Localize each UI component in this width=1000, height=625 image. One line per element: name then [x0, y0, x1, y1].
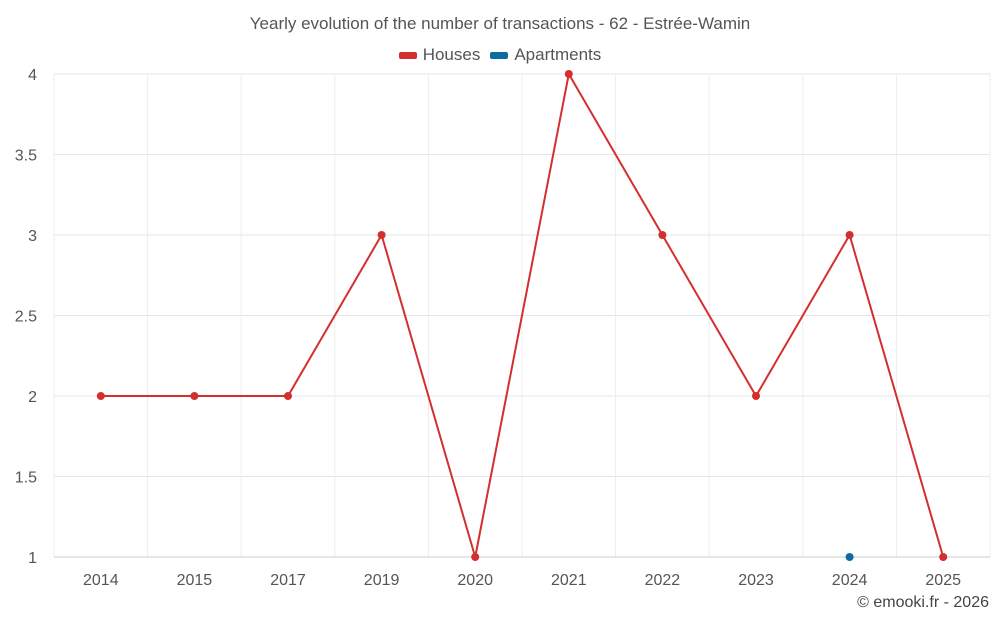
- data-point-apartments: [845, 553, 854, 561]
- y-tick-label: 2.5: [15, 309, 37, 326]
- y-tick-label: 2: [28, 389, 37, 406]
- x-tick-label: 2020: [457, 572, 493, 589]
- legend-item-apartments[interactable]: Apartments: [490, 45, 601, 65]
- legend: Houses Apartments: [0, 45, 1000, 65]
- data-point-houses: [284, 392, 292, 400]
- legend-label-apartments: Apartments: [514, 45, 602, 64]
- x-tick-label: 2024: [832, 572, 868, 589]
- data-point-houses: [658, 231, 667, 239]
- legend-label-houses: Houses: [422, 45, 481, 64]
- x-tick-label: 2014: [83, 572, 119, 589]
- x-tick-label: 2025: [925, 572, 961, 589]
- data-point-houses: [939, 553, 948, 561]
- data-point-houses: [96, 392, 105, 400]
- chart-title: Yearly evolution of the number of transa…: [249, 14, 751, 33]
- legend-swatch-apartments: [490, 51, 509, 59]
- y-tick-label: 3: [28, 228, 37, 245]
- x-tick-label: 2017: [270, 572, 306, 589]
- x-tick-label: 2015: [177, 572, 213, 589]
- y-tick-label: 1: [28, 550, 37, 567]
- credit-text: © emooki.fr - 2026: [857, 594, 989, 611]
- y-tick-label: 3.5: [15, 148, 37, 165]
- x-tick-label: 2021: [551, 572, 587, 589]
- data-point-houses: [845, 231, 854, 239]
- series-line-houses: [100, 73, 945, 558]
- data-point-houses: [564, 70, 573, 78]
- data-point-houses: [471, 553, 480, 561]
- legend-swatch-houses: [398, 51, 417, 59]
- x-tick-label: 2019: [364, 572, 400, 589]
- data-point-houses: [190, 392, 199, 400]
- y-tick-label: 4: [28, 67, 37, 84]
- legend-item-houses[interactable]: Houses: [398, 45, 481, 65]
- data-point-houses: [752, 392, 760, 400]
- x-tick-label: 2022: [645, 572, 681, 589]
- x-tick-label: 2023: [738, 572, 774, 589]
- y-tick-label: 1.5: [15, 470, 37, 487]
- data-point-houses: [377, 231, 386, 239]
